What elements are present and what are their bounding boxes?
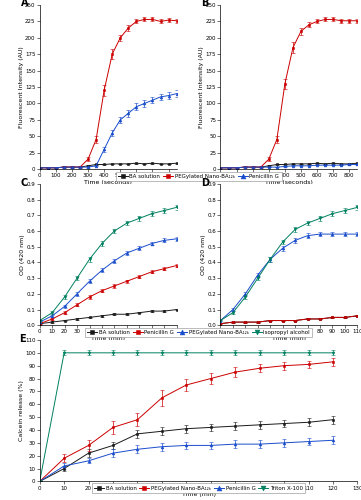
X-axis label: Time (min): Time (min) bbox=[272, 336, 306, 341]
Text: A: A bbox=[21, 0, 28, 8]
Y-axis label: Fluorescent Intensity (AU): Fluorescent Intensity (AU) bbox=[199, 46, 204, 128]
X-axis label: Time (min): Time (min) bbox=[91, 336, 125, 341]
Legend: BA solution, PEGylated Nano-BA₁₂ₖ, Penicillin G: BA solution, PEGylated Nano-BA₁₂ₖ, Penic… bbox=[116, 172, 282, 181]
Text: E: E bbox=[19, 334, 26, 344]
Text: D: D bbox=[201, 178, 209, 188]
Y-axis label: OD (420 nm): OD (420 nm) bbox=[201, 234, 206, 275]
Text: C: C bbox=[21, 178, 28, 188]
Legend: BA solution, PEGylated Nano-BA₁₂ₖ, Penicillin G, Triton X-100: BA solution, PEGylated Nano-BA₁₂ₖ, Penic… bbox=[92, 484, 305, 493]
Y-axis label: Calcein release (%): Calcein release (%) bbox=[19, 380, 24, 441]
X-axis label: Time (seconds): Time (seconds) bbox=[84, 180, 132, 184]
Legend: BA solution, Penicillin G, PEGylated Nano-BA₁₂ₖ, Isopropyl alcohol: BA solution, Penicillin G, PEGylated Nan… bbox=[85, 328, 312, 338]
X-axis label: Time (min): Time (min) bbox=[182, 492, 216, 497]
Y-axis label: Fluorescent Intensity (AU): Fluorescent Intensity (AU) bbox=[19, 46, 24, 128]
X-axis label: Time (seconds): Time (seconds) bbox=[265, 180, 313, 184]
Y-axis label: OD (420 nm): OD (420 nm) bbox=[21, 234, 25, 275]
Text: B: B bbox=[201, 0, 209, 8]
